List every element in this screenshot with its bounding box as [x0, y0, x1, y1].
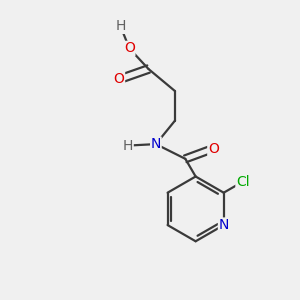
Text: O: O: [114, 72, 124, 86]
Text: H: H: [123, 139, 133, 153]
Text: O: O: [124, 41, 135, 56]
Text: H: H: [116, 19, 126, 33]
Text: Cl: Cl: [236, 175, 250, 189]
Text: N: N: [218, 218, 229, 232]
Text: O: O: [208, 142, 219, 155]
Text: N: N: [151, 137, 161, 151]
